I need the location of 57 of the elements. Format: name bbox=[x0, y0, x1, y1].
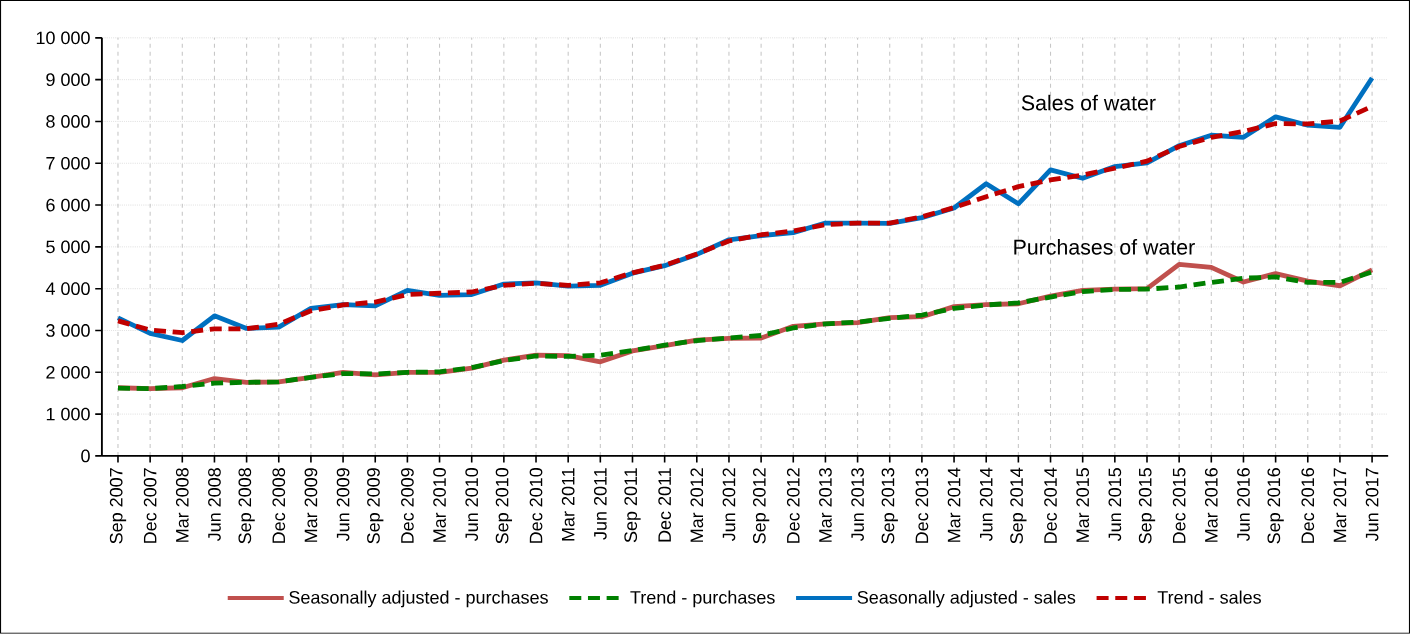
x-tick-label: Sep 2014 bbox=[1010, 467, 1027, 544]
y-tick-label: 5 000 bbox=[46, 240, 90, 254]
x-tick-label: Jun 2017 bbox=[1365, 468, 1379, 542]
y-tick-label: 0 bbox=[81, 449, 90, 463]
x-tick-label: Dec 2013 bbox=[915, 468, 929, 543]
x-tick-label: Mar 2011 bbox=[561, 468, 575, 541]
x-tick-label: Sep 2012 bbox=[752, 468, 770, 544]
x-tick-label: Sep 2010 bbox=[495, 468, 513, 544]
x-tick-label: Jun 2008 bbox=[208, 468, 221, 542]
x-tick-label: Dec 2007 bbox=[143, 468, 157, 543]
x-tick-label: Mar 2010 bbox=[433, 468, 446, 542]
x-tick-label: Mar 2012 bbox=[690, 468, 704, 542]
x-tick-label: Sep 2011 bbox=[624, 468, 641, 543]
y-tick-label: 2 000 bbox=[46, 366, 90, 379]
y-tick-label: 3 000 bbox=[46, 324, 90, 337]
legend-label: Trend - sales bbox=[1157, 590, 1261, 604]
x-tick-label: Mar 2016 bbox=[1204, 468, 1218, 542]
y-tick-label: 8 000 bbox=[46, 115, 90, 128]
x-tick-label: Jun 2013 bbox=[851, 468, 864, 542]
x-tick-label: Jun 2015 bbox=[1108, 468, 1122, 542]
x-tick-label: Dec 2014 bbox=[1044, 467, 1057, 543]
legend-label: Seasonally adjusted - purchases bbox=[289, 590, 548, 608]
y-tick-label: 6 000 bbox=[46, 198, 90, 212]
x-tick-label: Jun 2009 bbox=[336, 468, 350, 542]
x-tick-label: Sep 2008 bbox=[238, 468, 255, 544]
x-tick-label: Mar 2014 bbox=[947, 467, 961, 542]
x-tick-label: Sep 2016 bbox=[1267, 468, 1284, 544]
x-tick-label: Sep 2007 bbox=[109, 468, 127, 544]
y-tick-label: 10 000 bbox=[36, 31, 90, 45]
x-tick-label: Dec 2016 bbox=[1301, 468, 1315, 543]
y-tick-label: 1 000 bbox=[46, 407, 90, 421]
legend-label: Seasonally adjusted - sales bbox=[857, 590, 1076, 608]
x-tick-label: Mar 2009 bbox=[304, 468, 318, 542]
annotation: Purchases of water bbox=[1014, 239, 1195, 255]
x-tick-label: Jun 2012 bbox=[722, 468, 736, 542]
x-tick-label: Dec 2009 bbox=[401, 468, 414, 543]
x-tick-label: Dec 2008 bbox=[272, 468, 286, 543]
y-tick-label: 9 000 bbox=[46, 73, 90, 87]
x-tick-label: Mar 2013 bbox=[819, 468, 832, 542]
y-tick-label: 4 000 bbox=[45, 282, 90, 296]
x-tick-label: Jun 2011 bbox=[593, 468, 607, 540]
x-tick-label: Sep 2009 bbox=[367, 468, 384, 544]
x-tick-label: Dec 2010 bbox=[529, 468, 543, 543]
x-tick-label: Mar 2017 bbox=[1333, 468, 1347, 542]
x-tick-label: Sep 2015 bbox=[1138, 468, 1156, 544]
x-tick-label: Dec 2012 bbox=[786, 468, 800, 543]
x-tick-label: Dec 2011 bbox=[658, 468, 672, 542]
x-tick-label: Mar 2015 bbox=[1076, 468, 1090, 542]
annotation: Sales of water bbox=[1021, 94, 1156, 111]
x-tick-label: Dec 2015 bbox=[1172, 468, 1186, 543]
x-tick-label: Jun 2016 bbox=[1237, 468, 1250, 542]
x-tick-label: Jun 2010 bbox=[465, 468, 479, 542]
y-tick-label: 7 000 bbox=[46, 156, 90, 170]
x-tick-label: Sep 2013 bbox=[881, 468, 898, 544]
legend-label: Trend - purchases bbox=[630, 590, 775, 608]
x-tick-label: Jun 2014 bbox=[979, 467, 993, 542]
x-tick-label: Mar 2008 bbox=[175, 468, 189, 542]
